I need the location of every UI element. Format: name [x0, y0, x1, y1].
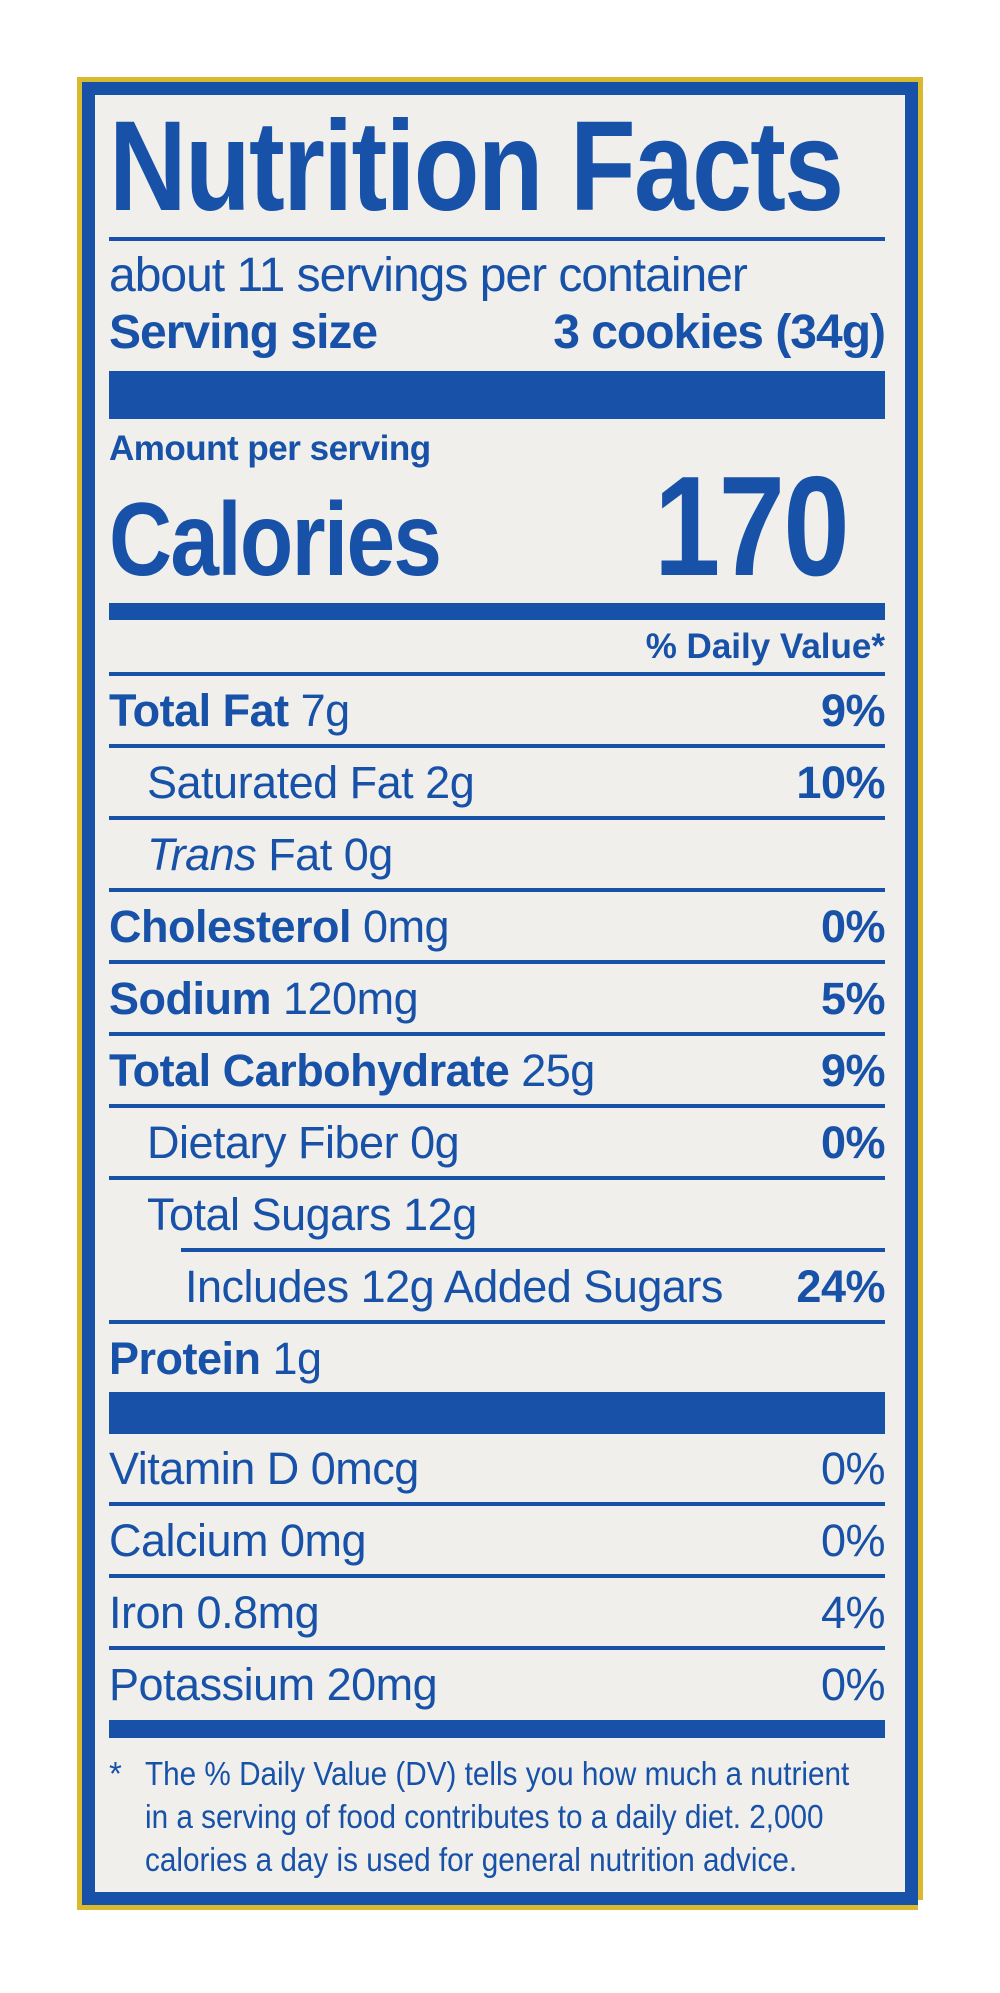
- nutrient-name: Iron 0.8mg: [109, 1587, 320, 1639]
- nutrient-name-rest: 120mg: [271, 973, 419, 1025]
- calories-label-text: Calories: [109, 482, 442, 598]
- calories-label: Calories: [109, 482, 503, 598]
- nutrient-row-saturated-fat: Saturated Fat 2g 10%: [109, 748, 885, 816]
- nutrient-percent: 0%: [820, 1659, 886, 1711]
- calories-value: 170: [654, 447, 885, 606]
- nutrient-name: Total Carbohydrate 25g: [109, 1045, 595, 1097]
- divider: [109, 960, 885, 965]
- footnote-line: in a serving of food contributes to a da…: [145, 1798, 824, 1836]
- nutrient-row-potassium: Potassium 20mg 0%: [109, 1650, 886, 1718]
- nutrient-row-calcium: Calcium 0mg 0%: [109, 1506, 886, 1574]
- servings-per-container: about 11 servings per container: [109, 249, 748, 302]
- nutrient-name-bold: Cholesterol: [109, 901, 352, 953]
- nutrient-name-rest: 25g: [509, 1045, 595, 1097]
- nutrient-name-bold: Total Carbohydrate: [109, 1045, 510, 1097]
- nutrient-row-total-fat: Total Fat 7g 9%: [109, 676, 886, 744]
- nutrient-name-rest: 7g: [288, 685, 351, 737]
- section-bar: [109, 371, 885, 419]
- divider: [109, 237, 885, 241]
- nutrition-facts-panel: Nutrition Facts about 11 servings per co…: [82, 82, 918, 1905]
- nutrient-name: Potassium 20mg: [109, 1659, 438, 1711]
- nutrient-percent: 5%: [820, 973, 886, 1025]
- nutrient-name-italic: Trans: [147, 829, 257, 881]
- serving-size-label: Serving size: [109, 306, 378, 359]
- nutrient-percent: 0%: [820, 1443, 886, 1495]
- nutrient-name: Includes 12g Added Sugars: [185, 1261, 723, 1313]
- nutrient-row-protein: Protein 1g: [109, 1324, 885, 1392]
- nutrient-name: Trans Fat 0g: [109, 829, 393, 881]
- nutrient-row-sodium: Sodium 120mg 5%: [109, 964, 886, 1032]
- divider-thick: [109, 603, 885, 621]
- nutrient-percent: 9%: [820, 1045, 886, 1097]
- nutrient-name: Total Sugars 12g: [147, 1189, 477, 1241]
- nutrient-row-iron: Iron 0.8mg 4%: [109, 1578, 886, 1646]
- divider: [109, 1502, 885, 1507]
- divider: [109, 1320, 885, 1325]
- nutrient-row-trans-fat: Trans Fat 0g: [109, 820, 885, 888]
- nutrient-percent: 0%: [820, 1515, 886, 1567]
- daily-value-header: % Daily Value*: [645, 627, 885, 667]
- divider: [109, 816, 885, 821]
- nutrient-percent: 4%: [820, 1587, 886, 1639]
- nutrient-percent: 9%: [820, 685, 886, 737]
- footnote-asterisk: *: [109, 1755, 122, 1793]
- nutrient-row-added-sugars: Includes 12g Added Sugars 24%: [109, 1252, 885, 1320]
- daily-value-footnote: * The % Daily Value (DV) tells you how m…: [109, 1752, 885, 1881]
- section-bar: [109, 1720, 885, 1739]
- section-bar: [109, 1392, 885, 1435]
- nutrient-name-rest: 1g: [260, 1333, 323, 1385]
- divider: [109, 1574, 885, 1579]
- footnote-line: calories a day is used for general nutri…: [145, 1841, 798, 1879]
- nutrient-percent: 0%: [820, 901, 886, 953]
- nutrient-percent: 24%: [796, 1261, 885, 1313]
- nutrient-name: Dietary Fiber 0g: [147, 1117, 460, 1169]
- calories-row: Calories 170: [109, 447, 885, 606]
- nutrient-name-bold: Sodium: [109, 973, 272, 1025]
- panel-title: Nutrition Facts: [109, 103, 885, 231]
- footnote-line: The % Daily Value (DV) tells you how muc…: [145, 1755, 850, 1793]
- divider: [109, 1646, 885, 1651]
- nutrient-row-total-sugars: Total Sugars 12g: [109, 1180, 885, 1248]
- nutrient-row-total-carbohydrate: Total Carbohydrate 25g 9%: [109, 1036, 886, 1104]
- nutrient-percent: 10%: [796, 757, 885, 809]
- nutrient-name: Vitamin D 0mcg: [109, 1443, 419, 1495]
- divider: [109, 1176, 885, 1181]
- calories-value-text: 170: [654, 447, 850, 606]
- nutrient-name: Cholesterol 0mg: [109, 901, 450, 953]
- amount-per-serving-label: Amount per serving: [109, 429, 431, 468]
- divider: [109, 1104, 885, 1109]
- nutrient-row-cholesterol: Cholesterol 0mg 0%: [109, 892, 886, 960]
- nutrient-row-vitamin-d: Vitamin D 0mcg 0%: [109, 1434, 886, 1502]
- divider: [109, 672, 885, 677]
- serving-size-value: 3 cookies (34g): [553, 306, 886, 359]
- panel-inner: Nutrition Facts about 11 servings per co…: [95, 103, 905, 1892]
- divider: [109, 744, 885, 749]
- nutrient-name: Total Fat 7g: [109, 685, 350, 737]
- nutrient-name: Protein 1g: [109, 1333, 322, 1385]
- nutrient-name-bold: Protein: [109, 1333, 261, 1385]
- divider: [109, 888, 885, 893]
- serving-size-row: Serving size 3 cookies (34g): [109, 305, 886, 361]
- nutrient-name-bold: Total Fat: [109, 685, 289, 737]
- footnote-text: The % Daily Value (DV) tells you how muc…: [145, 1752, 849, 1881]
- nutrient-name: Calcium 0mg: [109, 1515, 367, 1567]
- divider: [109, 1032, 885, 1037]
- nutrient-name-rest: 0mg: [351, 901, 450, 953]
- divider-indented: [181, 1248, 885, 1253]
- nutrient-name-rest: Fat 0g: [256, 829, 393, 881]
- nutrient-name: Sodium 120mg: [109, 973, 419, 1025]
- panel-title-text: Nutrition Facts: [109, 95, 844, 238]
- nutrient-percent: 0%: [820, 1117, 886, 1169]
- nutrient-row-dietary-fiber: Dietary Fiber 0g 0%: [109, 1108, 886, 1176]
- nutrient-name: Saturated Fat 2g: [147, 757, 475, 809]
